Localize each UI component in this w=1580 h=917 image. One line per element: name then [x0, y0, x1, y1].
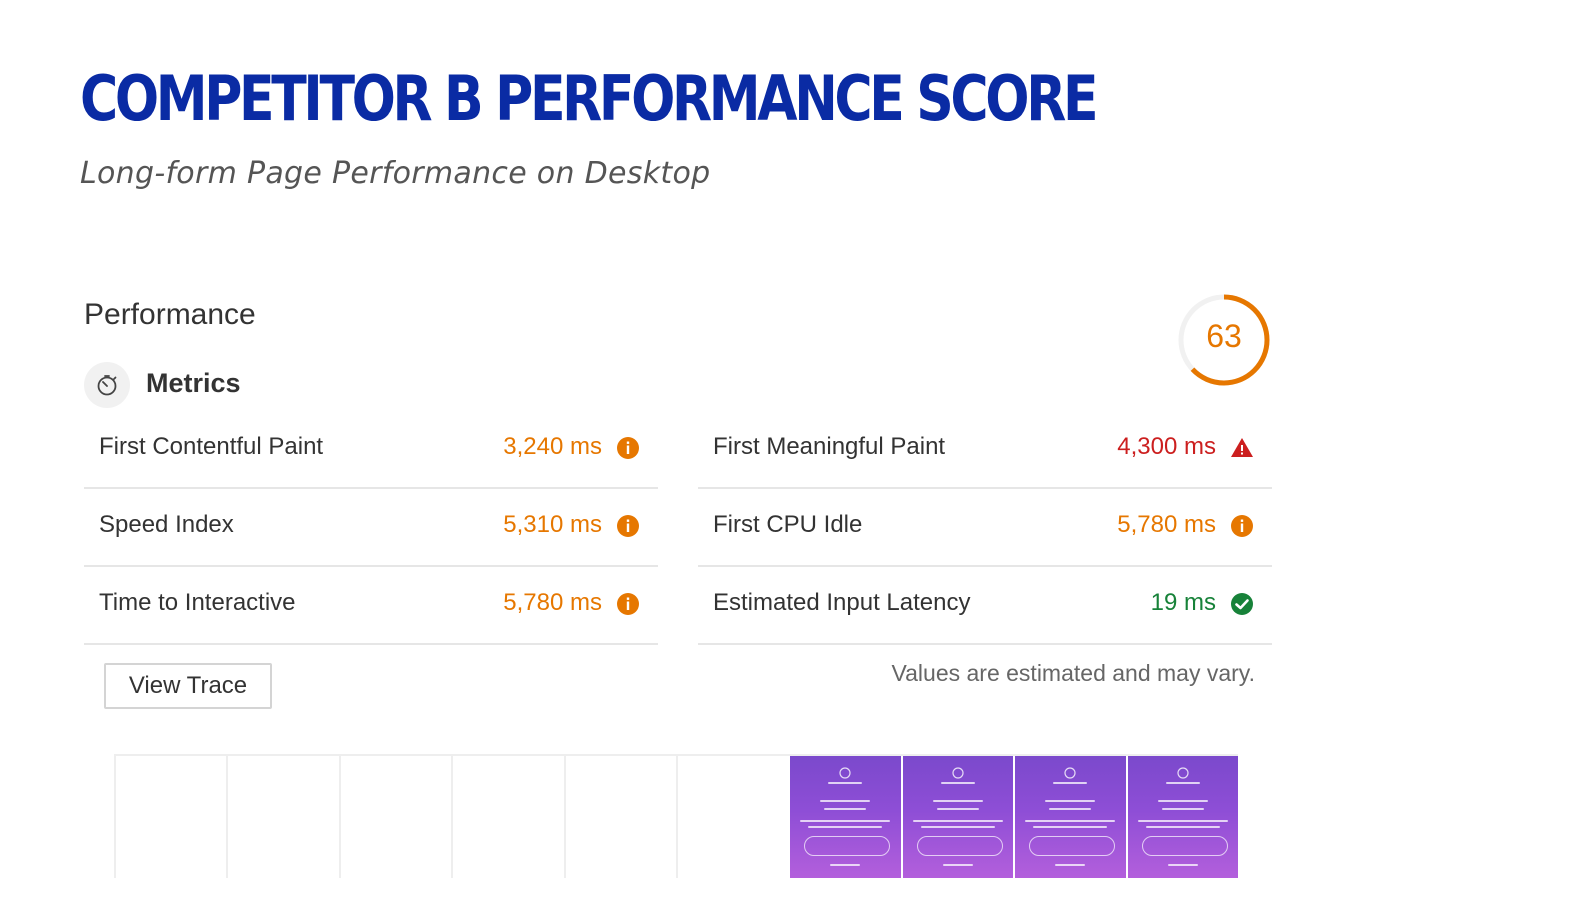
filmstrip-frame	[563, 756, 676, 878]
frame-text-line	[800, 820, 891, 822]
frame-text-line	[932, 800, 983, 802]
performance-section-title: Performance	[84, 298, 256, 331]
metrics-label: Metrics	[146, 368, 241, 398]
info-circle-icon	[617, 515, 639, 537]
metric-value: 5,780 ms	[1117, 511, 1216, 538]
frame-text-line	[1157, 800, 1208, 802]
check-circle-icon	[1231, 593, 1253, 615]
stopwatch-icon	[84, 362, 130, 408]
warning-triangle-icon	[1231, 438, 1253, 457]
metric-row: Time to Interactive 5,780 ms	[84, 567, 658, 645]
filmstrip-frame	[226, 756, 339, 878]
filmstrip-frame	[900, 756, 1014, 878]
frame-button-shape	[1029, 836, 1116, 856]
frame-text-line	[1145, 826, 1220, 828]
filmstrip-frame	[1013, 756, 1126, 878]
frame-text-line	[1165, 782, 1200, 784]
frame-logo-icon	[952, 766, 964, 779]
frame-logo-icon	[1064, 766, 1076, 779]
info-circle-icon	[617, 593, 639, 615]
metrics-column-right: First Meaningful Paint 4,300 ms First CP…	[698, 411, 1272, 645]
filmstrip-frame	[338, 756, 452, 878]
frame-text-line	[1053, 782, 1088, 784]
frame-text-line	[1049, 808, 1092, 810]
metric-row: First Contentful Paint 3,240 ms	[84, 411, 658, 489]
info-circle-icon	[1231, 515, 1253, 537]
filmstrip-frame	[676, 756, 789, 878]
frame-button-shape	[804, 836, 891, 856]
metric-row: Estimated Input Latency 19 ms	[698, 567, 1272, 645]
metric-name: Speed Index	[99, 511, 234, 538]
frame-logo-icon	[839, 766, 851, 779]
metric-value: 3,240 ms	[503, 433, 602, 460]
frame-button-shape	[1141, 836, 1228, 856]
metric-name: First Contentful Paint	[99, 433, 324, 460]
info-circle-icon	[617, 437, 639, 459]
metrics-column-left: First Contentful Paint 3,240 ms Speed In…	[84, 411, 658, 645]
frame-text-line	[940, 782, 975, 784]
metric-value: 4,300 ms	[1117, 433, 1216, 460]
view-trace-button[interactable]: View Trace	[104, 663, 272, 709]
estimate-note: Values are estimated and may vary.	[891, 660, 1256, 686]
filmstrip-frame	[788, 756, 901, 878]
frame-text-line	[1045, 800, 1096, 802]
frame-logo-icon	[1176, 766, 1189, 779]
metric-value: 19 ms	[1150, 589, 1216, 616]
frame-text-line	[920, 826, 995, 828]
frame-text-line	[1167, 864, 1198, 866]
metric-value: 5,780 ms	[503, 589, 602, 616]
filmstrip-frame	[114, 756, 227, 878]
frame-button-shape	[916, 836, 1003, 856]
frame-text-line	[1025, 820, 1116, 822]
filmstrip-frame	[1125, 756, 1238, 878]
score-gauge: 63	[1176, 292, 1272, 388]
frame-text-line	[942, 864, 973, 866]
frame-text-line	[936, 808, 979, 810]
metric-row: First CPU Idle 5,780 ms	[698, 489, 1272, 567]
frame-text-line	[1137, 820, 1228, 822]
frame-text-line	[828, 782, 863, 784]
metric-name: First CPU Idle	[713, 511, 863, 538]
frame-text-line	[820, 800, 871, 802]
score-value: 63	[1206, 318, 1242, 354]
frame-text-line	[830, 864, 861, 866]
metrics-header: Metrics	[84, 362, 384, 410]
metric-name: Estimated Input Latency	[713, 589, 971, 616]
frame-text-line	[1161, 808, 1204, 810]
metric-row: Speed Index 5,310 ms	[84, 489, 658, 567]
page-subtitle: Long-form Page Performance on Desktop	[80, 156, 711, 191]
frame-text-line	[1055, 864, 1086, 866]
frame-text-line	[808, 826, 883, 828]
filmstrip	[114, 754, 1238, 878]
metric-value: 5,310 ms	[503, 511, 602, 538]
filmstrip-frame	[451, 756, 564, 878]
frame-text-line	[912, 820, 1003, 822]
metric-row: First Meaningful Paint 4,300 ms	[698, 411, 1272, 489]
metric-name: Time to Interactive	[99, 589, 296, 616]
metric-name: First Meaningful Paint	[713, 433, 946, 460]
page-title: COMPETITOR B PERFORMANCE SCORE	[80, 62, 1099, 135]
frame-text-line	[1033, 826, 1108, 828]
frame-text-line	[824, 808, 867, 810]
